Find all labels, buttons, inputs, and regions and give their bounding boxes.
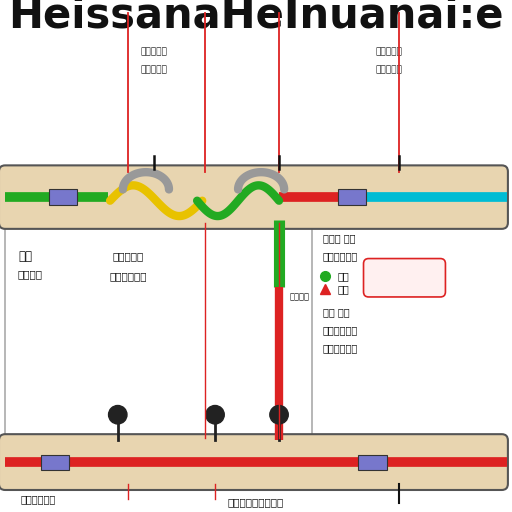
Text: 이상: 이상	[338, 284, 350, 294]
Text: 측정저항부: 측정저항부	[376, 65, 402, 74]
Bar	[49, 189, 77, 205]
Text: 저항 경보: 저항 경보	[323, 307, 349, 317]
Bar	[338, 189, 366, 205]
Text: 측정: 측정	[18, 249, 32, 263]
Text: 접속부 상태: 접속부 상태	[323, 233, 355, 243]
Text: HeissanaHeInuanai:e: HeissanaHeInuanai:e	[8, 0, 504, 37]
Text: 감시전용장치: 감시전용장치	[323, 251, 358, 261]
Text: 접촉부저항: 접촉부저항	[112, 251, 144, 261]
Text: 저항이상경보: 저항이상경보	[323, 343, 358, 353]
Text: 접지저항부: 접지저항부	[376, 47, 402, 56]
Text: 경보신호: 경보신호	[289, 292, 309, 302]
Text: 저항발생부: 저항발생부	[140, 65, 167, 74]
FancyBboxPatch shape	[364, 259, 445, 297]
Text: 저항발생저항: 저항발생저항	[20, 494, 56, 504]
Text: 저항상승경보: 저항상승경보	[323, 325, 358, 335]
FancyBboxPatch shape	[5, 225, 312, 438]
Bar	[358, 455, 387, 470]
Text: 저항발생저항: 저항발생저항	[109, 271, 147, 282]
Text: 정상: 정상	[338, 271, 350, 282]
Text: 저항측정데이터분석: 저항측정데이터분석	[228, 497, 284, 507]
FancyBboxPatch shape	[0, 434, 508, 490]
Text: 저항계량: 저항계량	[18, 269, 43, 279]
Circle shape	[109, 406, 127, 424]
Bar	[41, 455, 69, 470]
FancyBboxPatch shape	[0, 165, 508, 229]
Circle shape	[270, 406, 288, 424]
Circle shape	[206, 406, 224, 424]
Text: 접촉저항부: 접촉저항부	[140, 47, 167, 56]
